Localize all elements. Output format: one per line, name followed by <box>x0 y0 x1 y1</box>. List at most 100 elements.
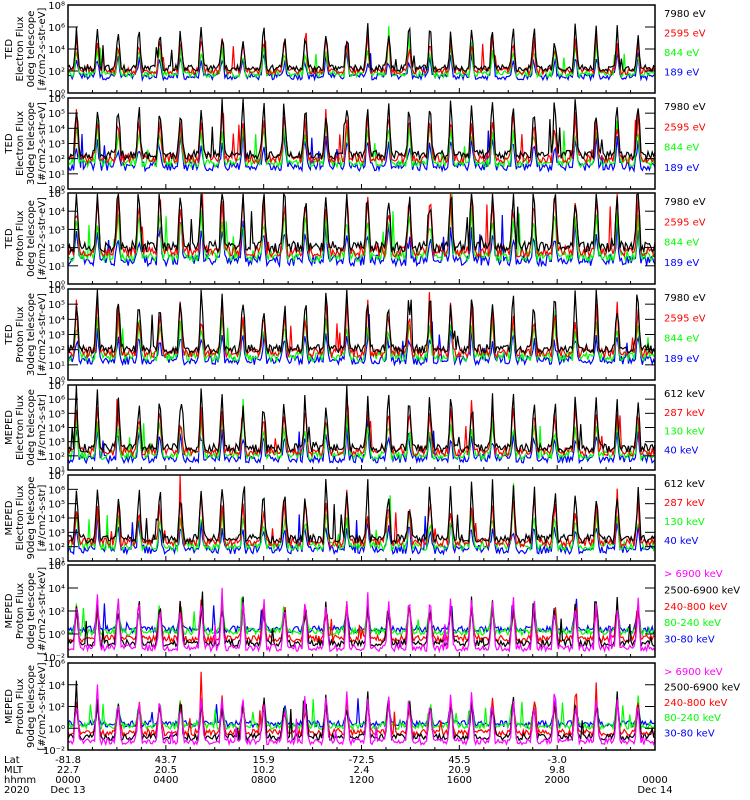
y-tick-label: 10² <box>48 244 65 255</box>
y-axis-label-line: MEPED <box>4 410 15 445</box>
x-tick-label: 0400 <box>153 775 178 786</box>
y-tick-label: 10⁶ <box>48 395 65 406</box>
y-tick-label: 10³ <box>48 438 65 449</box>
legend-entry: 844 eV <box>664 143 699 154</box>
x-tick-label: Dec 13 <box>50 785 85 796</box>
y-tick-label: 10⁵ <box>48 409 65 420</box>
legend-entry: 130 keV <box>664 427 705 438</box>
y-tick-label: 10⁸ <box>48 1 65 12</box>
legend-entry: 2595 eV <box>664 122 706 133</box>
series-line-8-4 <box>68 695 655 731</box>
y-tick-label: 10⁰ <box>48 280 65 291</box>
y-axis-label-line: [#/cm2-s-str] <box>37 484 48 551</box>
y-axis-label-line: Proton Flux <box>15 210 26 266</box>
legend-entry: 7980 eV <box>664 197 706 208</box>
y-axis-label-line: 90deg telescope <box>26 665 37 748</box>
x-tick-label: 15.9 <box>253 755 275 766</box>
panel-5: 10¹ 10² 10³ 10⁴ 10⁵ 10⁶ 10⁷ MEPED Electron Flux 0… <box>4 381 705 477</box>
legend-entry: 844 eV <box>664 238 699 249</box>
y-tick-label: 10¹ <box>48 466 65 477</box>
series-line-3-3 <box>68 193 655 264</box>
series-line-8-1 <box>68 684 655 747</box>
y-tick-label: 10² <box>48 67 65 78</box>
panel-7: 10⁻² 10⁰ 10² 10⁴ 10⁶ MEPED Proton Flux 0deg tel… <box>4 561 740 664</box>
y-axis-label-line: 0deg telescope <box>26 389 37 466</box>
legend-entry: 40 keV <box>664 536 698 547</box>
panel-data <box>68 289 655 367</box>
x-row-label: hhmm <box>4 775 36 786</box>
y-axis-label-line: 0deg telescope <box>26 573 37 650</box>
x-tick-label: 10.2 <box>253 765 275 776</box>
series-line-1-1 <box>68 23 655 74</box>
series-line-1-4 <box>68 45 655 83</box>
y-axis-label-line: MEPED <box>4 500 15 535</box>
y-axis-label-line: TED <box>4 228 15 249</box>
legend-entry: 2595 eV <box>664 217 706 228</box>
y-tick-label: 10⁴ <box>48 584 65 595</box>
y-tick-label: 10² <box>48 703 65 714</box>
panel-6: 10¹ 10² 10³ 10⁴ 10⁵ 10⁶ 10⁷ MEPED Electron Flux 9… <box>4 471 705 568</box>
series-line-4-4 <box>68 314 655 367</box>
y-tick-label: 10¹ <box>48 170 65 181</box>
series-line-5-1 <box>68 385 655 454</box>
y-axis-label-line: [#/cm2-s-str-eV] <box>37 102 48 185</box>
legend-entry: 612 keV <box>664 479 705 490</box>
legend-entry: 30-80 keV <box>664 729 715 740</box>
y-tick-label: 10⁵ <box>48 500 65 511</box>
legend-entry: 2595 eV <box>664 29 706 40</box>
y-tick-label: 10² <box>48 607 65 618</box>
x-row-label: Lat <box>4 755 20 766</box>
y-tick-label: 10³ <box>48 225 65 236</box>
series-line-5-4 <box>68 419 655 465</box>
panel-data <box>68 587 655 654</box>
panel-1: 10⁰ 10² 10⁴ 10⁶ 10⁸ TED Electron Flux 0deg tele… <box>4 1 706 100</box>
panel-3: 10⁰ 10¹ 10² 10³ 10⁴ 10⁵ TED Proton Flux 0deg tel… <box>4 189 706 291</box>
y-axis-label-line: Electron Flux <box>15 111 26 176</box>
y-tick-label: 10⁶ <box>48 285 65 296</box>
legend-entry: 240-800 keV <box>664 602 728 613</box>
y-tick-label: 10⁷ <box>48 471 65 482</box>
panel-data <box>68 193 655 269</box>
panel-data <box>68 23 655 83</box>
y-tick-label: 10³ <box>48 331 65 342</box>
x-tick-label: 2000 <box>544 775 569 786</box>
legend-entry: 844 eV <box>664 334 699 345</box>
x-tick-label: 20.5 <box>155 765 177 776</box>
y-axis-label-line: Electron Flux <box>15 16 26 81</box>
y-tick-label: 10⁴ <box>48 681 65 692</box>
y-axis-label-line: [#/cm2-s-str-keV] <box>37 567 48 655</box>
y-tick-label: 10² <box>48 155 65 166</box>
y-axis-label-line: MEPED <box>4 593 15 628</box>
series-line-7-5 <box>68 598 655 635</box>
y-axis-label-line: 30deg telescope <box>26 102 37 185</box>
y-tick-label: 10¹ <box>48 557 65 568</box>
y-axis-label-line: Proton Flux <box>15 306 26 362</box>
y-tick-label: 10⁴ <box>48 45 65 56</box>
series-line-1-3 <box>68 26 655 80</box>
y-axis-label-line: 0deg telescope <box>26 11 37 88</box>
legend-entry: 2500-6900 keV <box>664 682 740 693</box>
y-axis-label-line: 90deg telescope <box>26 476 37 559</box>
legend-entry: 287 keV <box>664 408 705 419</box>
x-tick-label: 2.4 <box>354 765 370 776</box>
panel-frame <box>67 97 656 190</box>
legend-entry: 130 keV <box>664 517 705 528</box>
y-axis-label-line: MEPED <box>4 689 15 724</box>
y-axis-label-line: Proton Flux <box>15 583 26 639</box>
x-tick-label: -81.8 <box>55 755 81 766</box>
series-line-8-5 <box>68 698 655 730</box>
x-tick-label: 45.5 <box>448 755 470 766</box>
y-tick-label: 10⁶ <box>48 94 65 105</box>
series-line-7-3 <box>68 598 655 645</box>
legend-entry: 7980 eV <box>664 102 706 113</box>
y-tick-label: 10⁶ <box>48 561 65 572</box>
y-tick-label: 10⁶ <box>48 23 65 34</box>
panel-2: 10⁰ 10¹ 10² 10³ 10⁴ 10⁵ 10⁶ TED Electron Flux 30d… <box>4 94 706 196</box>
y-tick-label: 10⁴ <box>48 315 65 326</box>
y-tick-label: 10⁴ <box>48 124 65 135</box>
x-row-label: MLT <box>4 765 24 776</box>
y-axis-label-line: [#/cm2-s-str-eV] <box>37 293 48 376</box>
x-tick-label: 0800 <box>251 775 276 786</box>
y-tick-label: 10² <box>48 346 65 357</box>
